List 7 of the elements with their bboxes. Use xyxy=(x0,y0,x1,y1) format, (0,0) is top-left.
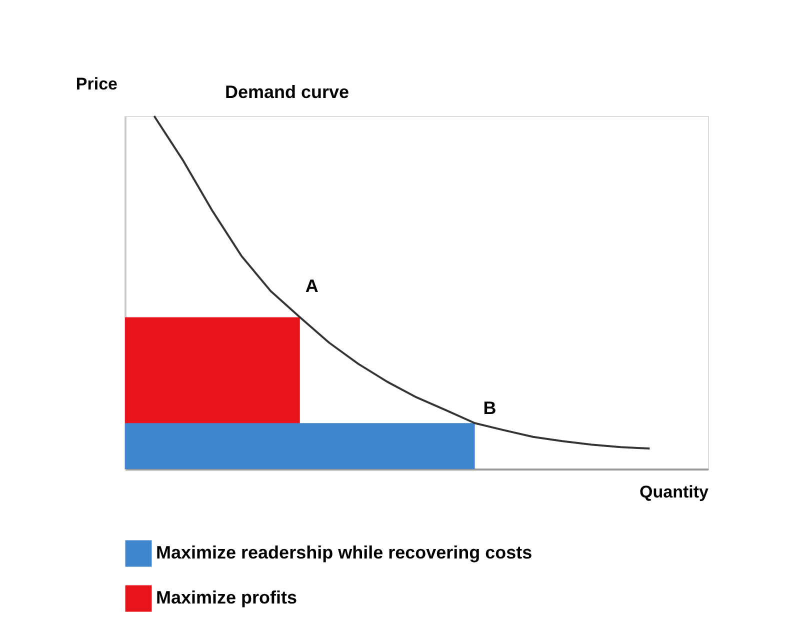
legend-label: Maximize readership while recovering costs xyxy=(156,542,532,562)
legend-label: Maximize profits xyxy=(156,588,298,608)
annotation: B xyxy=(483,398,496,418)
y-axis-title: Price xyxy=(76,74,118,94)
text: Demand curve xyxy=(225,82,350,102)
annotation: A xyxy=(305,276,318,296)
x-axis-title: Quantity xyxy=(640,482,710,502)
